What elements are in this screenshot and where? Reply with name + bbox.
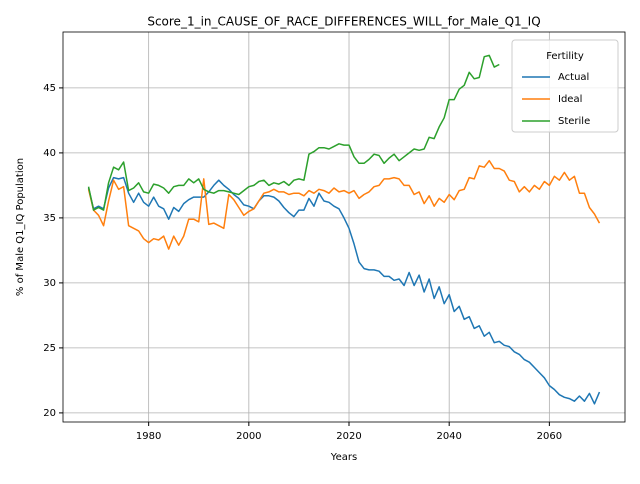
x-tick-label: 2000 [236,431,261,442]
legend-label: Actual [558,72,589,83]
y-tick-label: 35 [43,213,56,224]
plot-frame [62,31,626,423]
series-line [87,54,500,211]
x-axis-label: Years [330,452,357,463]
x-tick-label: 2060 [537,431,562,442]
series-line [87,159,601,250]
legend-label: Ideal [558,94,582,105]
y-tick-label: 45 [43,83,56,94]
x-tick-label: 2040 [436,431,461,442]
legend-box [511,39,619,133]
legend-label: Sterile [558,116,590,127]
y-axis-label: % of Male Q1_IQ Population [15,158,26,296]
y-tick-label: 25 [43,343,56,354]
y-tick-label: 20 [43,408,56,419]
x-tick-label: 1980 [136,431,161,442]
chart-title: Score_1_in_CAUSE_OF_RACE_DIFFERENCES_WIL… [147,15,540,29]
y-tick-label: 30 [43,278,56,289]
series-line [87,176,601,405]
x-tick-label: 2020 [336,431,361,442]
legend-title: Fertility [546,51,584,62]
y-tick-label: 40 [43,148,56,159]
